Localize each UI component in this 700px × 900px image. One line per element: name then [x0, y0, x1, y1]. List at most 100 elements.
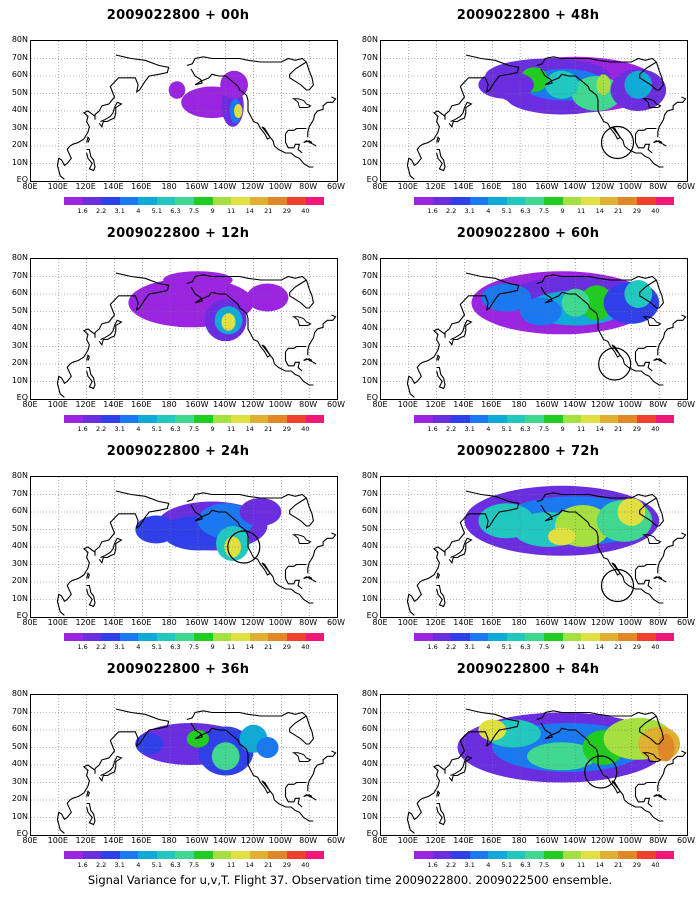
- variance-region: [211, 742, 240, 771]
- coastline: [634, 133, 653, 154]
- lon-tick-label: 120E: [425, 182, 446, 191]
- colorbar-label: 4: [486, 861, 491, 869]
- lon-tick-label: 120W: [240, 836, 265, 845]
- colorbar-label: 1.6: [427, 425, 438, 433]
- lat-tick-label: 10N: [11, 157, 28, 167]
- lat-tick-label: 30N: [361, 558, 378, 568]
- colorbar-label: 2.2: [445, 861, 457, 869]
- lon-tick-label: 120E: [75, 836, 96, 845]
- lon-tick-label: 120W: [590, 836, 615, 845]
- coastline: [86, 366, 96, 390]
- colorbar-label: 40: [651, 425, 660, 433]
- lon-tick-label: 140E: [103, 836, 124, 845]
- colorbar-swatch: [286, 415, 306, 423]
- colorbar-label: 5.1: [151, 643, 163, 651]
- colorbar-label: 11: [577, 861, 586, 869]
- colorbar-swatch: [82, 197, 102, 205]
- lat-tick-label: 50N: [11, 523, 28, 533]
- lon-tick-label: 80W: [299, 836, 318, 845]
- lat-tick-label: 60N: [11, 506, 28, 515]
- variance-region: [481, 283, 532, 312]
- variance-region: [478, 503, 534, 539]
- lon-tick-label: 80W: [299, 182, 318, 191]
- colorbar-label: 29: [632, 861, 641, 869]
- colorbar-label: 9: [560, 643, 565, 651]
- colorbar-label: 1.6: [427, 861, 438, 869]
- lon-tick-label: 60W: [326, 400, 346, 409]
- colorbar-swatch: [581, 197, 600, 205]
- observation-circle: [584, 755, 618, 789]
- lat-tick-label: 30N: [361, 122, 378, 132]
- colorbar-swatch: [138, 415, 157, 423]
- colorbar-swatch: [212, 197, 232, 205]
- colorbar-label: 40: [651, 207, 660, 215]
- coastline: [657, 750, 687, 792]
- coastline: [56, 708, 170, 834]
- colorbar-label: 3.1: [464, 425, 475, 433]
- colorbar-label: 7.5: [188, 207, 200, 215]
- lon-tick-label: 100W: [618, 400, 642, 409]
- lat-tick-label: 70N: [11, 706, 28, 716]
- lat-tick-label: 10N: [11, 375, 28, 385]
- lat-tick-label: 10N: [361, 811, 378, 821]
- coastline: [406, 54, 520, 180]
- colorbar-swatch: [249, 633, 269, 641]
- colorbar: [414, 415, 675, 423]
- colorbar-label: 3.1: [114, 207, 125, 215]
- coastline: [303, 140, 317, 147]
- lon-tick-label: 100W: [268, 182, 292, 191]
- colorbar-labels: 1.6 2.2 3.1 4 5.1 6.3 7.5 9 11 14 21 29 40: [64, 861, 324, 869]
- colorbar-swatch: [451, 197, 470, 205]
- coastline: [653, 358, 667, 365]
- lon-tick-label: 60W: [676, 836, 696, 845]
- coastline: [634, 569, 653, 590]
- map-panel: 2009022800 + 36h EQ 10N 20N 30N 40N 50N 60N 70N 8…: [8, 654, 348, 869]
- colorbar-label: 3.1: [464, 861, 475, 869]
- colorbar: [414, 851, 675, 859]
- lat-tick-label: 70N: [361, 488, 378, 498]
- lat-tick-label: 50N: [11, 87, 28, 97]
- variance-region: [561, 288, 590, 317]
- colorbar-label: 3.1: [114, 425, 125, 433]
- lon-tick-label: 120W: [240, 400, 265, 409]
- colorbar-label: 40: [301, 861, 310, 869]
- colorbar-label: 14: [245, 643, 254, 651]
- great-lakes: [642, 534, 662, 544]
- coastline: [56, 54, 170, 180]
- colorbar-swatch: [488, 415, 507, 423]
- colorbar-swatch: [305, 633, 325, 641]
- colorbar-swatch: [414, 851, 433, 859]
- colorbar-label: 1.6: [427, 643, 438, 651]
- lon-tick-label: 80W: [299, 618, 318, 627]
- colorbar-labels: 1.6 2.2 3.1 4 5.1 6.3 7.5 9 11 14 21 29 40: [414, 207, 674, 215]
- coastline: [86, 148, 96, 172]
- lat-tick-label: 60N: [361, 288, 378, 297]
- colorbar-label: 4: [486, 207, 491, 215]
- colorbar-label: 7.5: [538, 861, 550, 869]
- colorbar-swatch: [249, 197, 269, 205]
- colorbar-swatch: [618, 415, 637, 423]
- colorbar-swatch: [231, 633, 250, 641]
- lon-tick-label: 180: [511, 400, 527, 409]
- lat-tick-label: 50N: [361, 305, 378, 315]
- colorbar-swatch: [119, 415, 139, 423]
- coastline: [307, 96, 337, 138]
- colorbar-swatch: [432, 851, 452, 859]
- panel-title: 2009022800 + 00h: [106, 8, 250, 23]
- map-area: [380, 694, 688, 836]
- lon-tick-label: 140W: [563, 836, 587, 845]
- lat-tick-label: EQ: [366, 175, 378, 184]
- colorbar-swatch: [599, 633, 619, 641]
- coastline: [190, 504, 314, 604]
- colorbar-swatch: [268, 633, 287, 641]
- lat-tick-label: 10N: [361, 157, 378, 167]
- map-area: [30, 694, 338, 836]
- variance-region: [617, 498, 646, 526]
- coastline: [86, 584, 96, 608]
- colorbar-label: 21: [264, 425, 273, 433]
- lon-tick-label: 120W: [240, 618, 265, 627]
- colorbar-labels: 1.6 2.2 3.1 4 5.1 6.3 7.5 9 11 14 21 29 40: [414, 643, 674, 651]
- map-area: [380, 476, 688, 618]
- colorbar-label: 11: [577, 425, 586, 433]
- colorbar: [64, 415, 325, 423]
